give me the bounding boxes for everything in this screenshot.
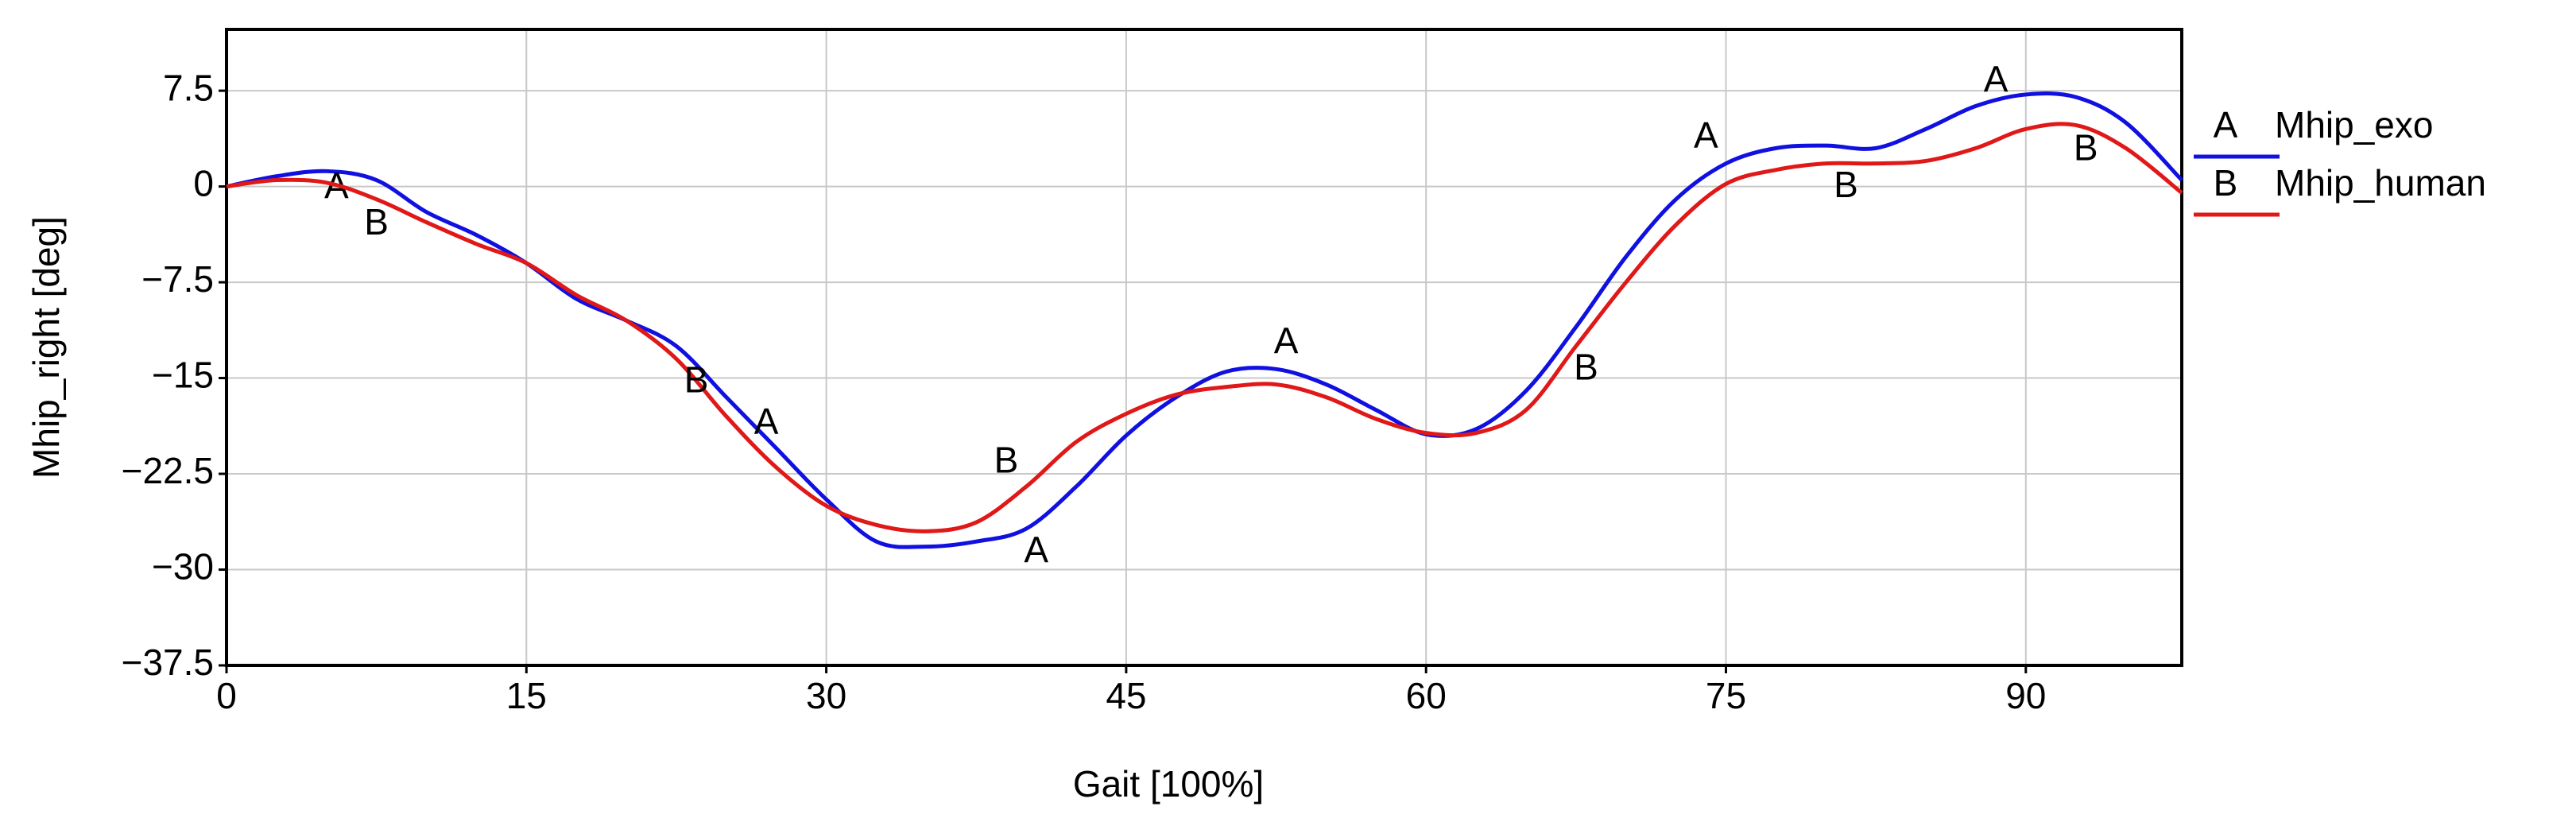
x-tick-label: 75: [1706, 675, 1746, 716]
y-tick-label: 7.5: [163, 67, 214, 108]
legend-label: Mhip_exo: [2275, 104, 2433, 145]
x-tick-label: 60: [1406, 675, 1447, 716]
y-tick-label: −22.5: [122, 450, 214, 491]
x-tick-label: 30: [806, 675, 846, 716]
legend-marker: A: [2214, 104, 2238, 145]
series-line: [226, 122, 2183, 533]
series-marker-label: B: [994, 439, 1019, 480]
series-marker-label: B: [1834, 164, 1858, 205]
plot-frame: [225, 28, 2183, 667]
series-marker-label: A: [754, 401, 779, 442]
y-axis-label: Mhip_right [deg]: [25, 216, 67, 479]
series-marker-label: A: [1694, 114, 1718, 156]
x-axis-label: Gait [100%]: [1073, 763, 1264, 805]
y-tick-label: −37.5: [122, 642, 214, 683]
y-tick-label: −7.5: [141, 258, 214, 300]
x-tick-label: 45: [1106, 675, 1146, 716]
series-marker-label: A: [1024, 529, 1048, 570]
y-tick-label: −15: [152, 355, 214, 396]
series-marker-label: A: [1984, 59, 2009, 100]
x-tick-label: 0: [216, 675, 237, 716]
legend-marker: B: [2214, 162, 2238, 204]
series-marker-label: B: [1574, 347, 1598, 388]
x-tick-label: 90: [2005, 675, 2046, 716]
series-marker-label: B: [2074, 127, 2098, 169]
series-marker-label: A: [1274, 320, 1299, 361]
series-line: [226, 91, 2183, 549]
series-marker-label: B: [684, 359, 709, 401]
y-tick-label: −30: [152, 546, 214, 587]
series-marker-label: B: [364, 201, 389, 242]
x-tick-label: 15: [506, 675, 547, 716]
legend-label: Mhip_human: [2275, 162, 2486, 204]
y-tick-label: 0: [193, 163, 214, 204]
